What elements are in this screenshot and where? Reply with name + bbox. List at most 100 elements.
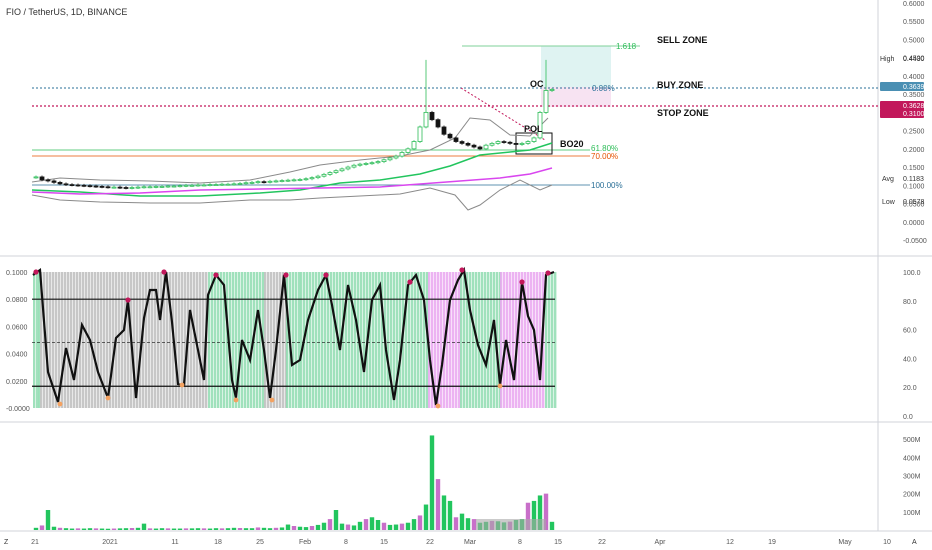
volume-bar [111,528,117,530]
time-tick-label: 18 [214,539,222,546]
candle-body [333,170,339,173]
autoscale-corner[interactable]: A [912,539,917,546]
candle-body [417,126,423,142]
osc-column [55,272,58,408]
osc-column [46,272,49,408]
osc-column [91,272,94,408]
osc-column [267,272,270,408]
candle-body [303,178,309,181]
osc-column [348,272,351,408]
osc-column [387,272,390,408]
candle-body [255,181,261,184]
volume-bar [63,528,69,530]
osc-column [193,272,196,408]
oc-label: OC [530,79,544,89]
candle [195,183,201,187]
osc-column [378,272,381,408]
candle [93,184,99,188]
osc-right-tick: 0.0 [903,414,913,421]
osc-left-tick: 0.0200 [6,379,28,386]
pol-label: POL [524,124,543,134]
volume-bar [117,528,123,530]
osc-column [142,272,145,408]
osc-column [169,272,172,408]
candle-body [501,141,507,143]
candle-body [549,89,555,91]
candle [405,147,411,154]
osc-trough-dot [179,382,185,388]
candle [129,186,135,190]
candle-body [387,157,393,161]
candle-body [345,166,351,170]
osc-column [202,272,205,408]
candle-body [489,142,495,146]
candle-body [81,184,87,187]
osc-column [259,272,262,408]
price-candles[interactable] [33,59,555,190]
candle-body [465,142,471,146]
volume-bar [363,519,369,530]
high-value: 0.4430 [903,56,925,63]
volume-tick-label: 300M [903,473,921,480]
price-tick-label: -0.0500 [903,238,927,245]
volume-bar [171,528,177,530]
osc-column [527,272,530,408]
osc-column [381,272,384,408]
candle [399,151,405,158]
osc-column [33,272,36,408]
volume-bar [261,527,267,530]
time-tick-label: 2021 [102,539,118,546]
osc-column [423,272,426,408]
volume-bar [129,528,135,530]
osc-column [211,272,214,408]
volume-bar [447,500,453,530]
volume-bar [321,522,327,530]
osc-column [466,272,469,408]
osc-column [133,272,136,408]
candle [141,185,147,189]
osc-column [279,272,282,408]
osc-column [73,272,76,408]
volume-bar [243,528,249,530]
osc-column [449,272,452,408]
candle [513,141,519,146]
volume-tick-label: 400M [903,455,921,462]
volume-bar [51,526,57,530]
candle [201,183,207,187]
volume-bar [411,519,417,530]
candle-body [519,142,525,145]
timezone-corner[interactable]: Z [4,539,9,546]
osc-column [408,272,411,408]
candle-body [459,141,465,144]
osc-column [208,272,211,408]
volume-bar [405,522,411,530]
volume-bar [225,528,231,530]
price-tick-label: 0.4500 [903,56,925,63]
osc-column [247,272,250,408]
candle-body [105,186,111,189]
candle-body [159,186,165,188]
candle-body [339,168,345,172]
volume-bar [297,526,303,530]
osc-column [106,272,109,408]
candle [525,140,531,145]
volume-bar [381,522,387,530]
time-tick-label: 25 [256,539,264,546]
osc-column [512,272,515,408]
buy-zone-label: BUY ZONE [657,80,703,90]
osc-column [121,272,124,408]
candle [303,177,309,181]
osc-left-tick: 0.1000 [6,270,28,277]
candle [189,183,195,187]
volume-bar [285,524,291,530]
candle [45,178,51,183]
osc-column [548,272,551,408]
osc-column [481,272,484,408]
candle [327,171,333,176]
time-tick-label: May [838,539,852,546]
osc-column [184,272,187,408]
osc-column [250,272,253,408]
volume-bar [273,527,279,530]
osc-peak-dot [283,272,289,278]
